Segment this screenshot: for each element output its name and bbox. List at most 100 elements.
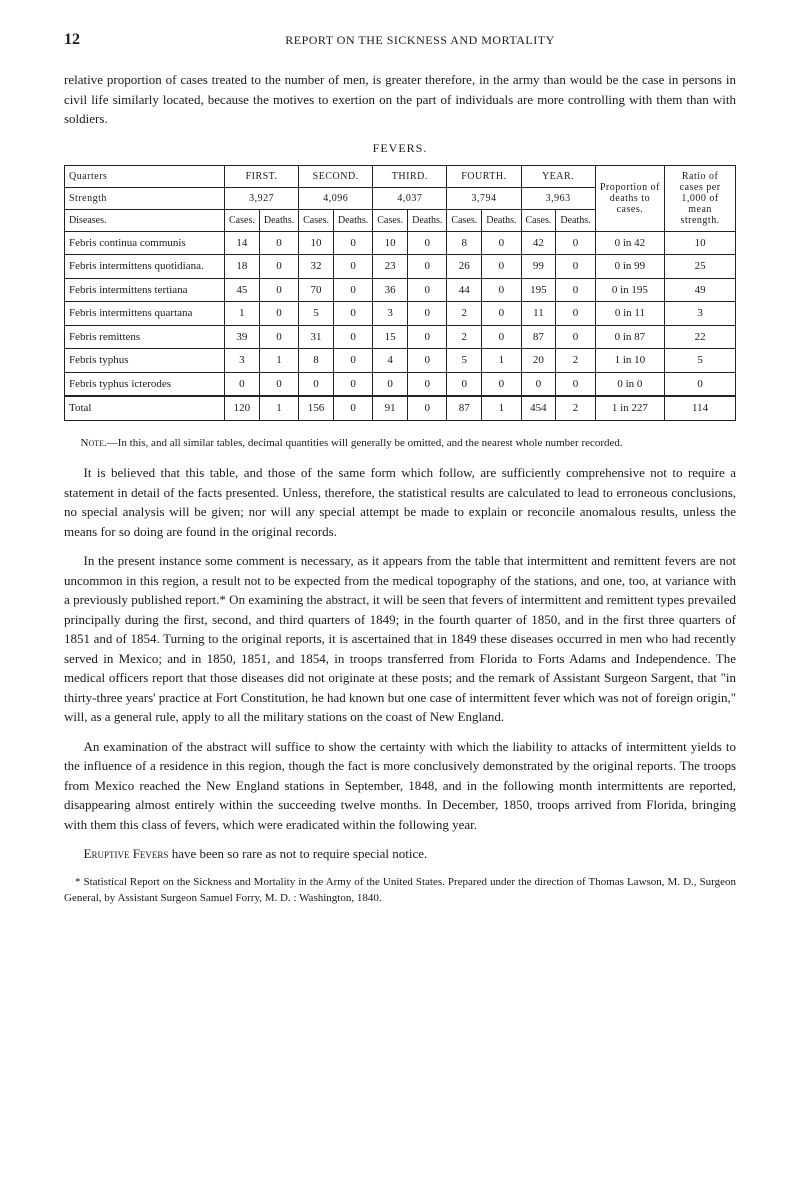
table-cell: 1	[259, 349, 298, 373]
table-row: Febris remittens390310150208700 in 8722	[65, 325, 736, 349]
strength-value: 4,037	[373, 187, 447, 209]
table-cell: 1	[225, 302, 260, 326]
table-cell: 0	[259, 231, 298, 255]
period-header: YEAR.	[521, 165, 595, 187]
table-cell: 0	[259, 372, 298, 396]
table-cell: 2	[447, 325, 482, 349]
proportion-cell: 0 in 11	[595, 302, 665, 326]
total-cell: 91	[373, 396, 408, 420]
table-cell: 39	[225, 325, 260, 349]
table-cell: 0	[482, 372, 521, 396]
ratio-cell: 10	[665, 231, 736, 255]
table-cell: 0	[482, 255, 521, 279]
table-cell: 0	[482, 325, 521, 349]
table-cell: 0	[333, 325, 372, 349]
table-cell: 0	[259, 255, 298, 279]
table-cell: 0	[259, 325, 298, 349]
sub-header: Cases.	[225, 209, 260, 231]
total-cell: 120	[225, 396, 260, 420]
ratio-cell: 5	[665, 349, 736, 373]
table-cell: 15	[373, 325, 408, 349]
period-header: THIRD.	[373, 165, 447, 187]
table-cell: 0	[556, 278, 595, 302]
table-cell: 0	[556, 255, 595, 279]
table-cell: 2	[447, 302, 482, 326]
table-row: Febris typhus318040512021 in 105	[65, 349, 736, 373]
table-cell: 36	[373, 278, 408, 302]
table-cell: 0	[333, 255, 372, 279]
total-cell: 2	[556, 396, 595, 420]
strength-value: 3,963	[521, 187, 595, 209]
table-cell: 0	[482, 231, 521, 255]
disease-name: Febris typhus icterodes	[65, 372, 225, 396]
ratio-cell: 22	[665, 325, 736, 349]
total-cell: 87	[447, 396, 482, 420]
proportion-cell: 0 in 0	[595, 372, 665, 396]
proportion-cell: 0 in 87	[595, 325, 665, 349]
sub-header: Cases.	[521, 209, 556, 231]
table-note: Note.—In this, and all similar tables, d…	[64, 435, 736, 452]
table-cell: 0	[482, 278, 521, 302]
page-header: 12 REPORT ON THE SICKNESS AND MORTALITY	[64, 28, 736, 52]
body-paragraph: An examination of the abstract will suff…	[64, 737, 736, 835]
ratio-cell: 0	[665, 372, 736, 396]
proportion-header: Proportion of deaths to cases.	[595, 165, 665, 231]
ratio-header: Ratio of cases per 1,000 of mean strengt…	[665, 165, 736, 231]
table-cell: 10	[299, 231, 334, 255]
total-cell: 1	[259, 396, 298, 420]
table-cell: 0	[556, 325, 595, 349]
disease-name: Febris intermittens quotidiana.	[65, 255, 225, 279]
body-paragraph: In the present instance some comment is …	[64, 551, 736, 727]
table-title: FEVERS.	[64, 139, 736, 157]
table-cell: 0	[373, 372, 408, 396]
table-cell: 31	[299, 325, 334, 349]
total-cell: 156	[299, 396, 334, 420]
disease-name: Febris intermittens quartana	[65, 302, 225, 326]
table-cell: 32	[299, 255, 334, 279]
table-cell: 45	[225, 278, 260, 302]
eruptive-paragraph: Eruptive Fevers have been so rare as not…	[64, 844, 736, 864]
table-cell: 0	[447, 372, 482, 396]
table-cell: 0	[333, 278, 372, 302]
table-cell: 195	[521, 278, 556, 302]
fevers-table: Quarters FIRST. SECOND. THIRD. FOURTH. Y…	[64, 165, 736, 421]
ratio-cell: 3	[665, 302, 736, 326]
strength-value: 3,794	[447, 187, 521, 209]
sub-header: Cases.	[299, 209, 334, 231]
sub-header: Cases.	[373, 209, 408, 231]
table-cell: 44	[447, 278, 482, 302]
table-cell: 70	[299, 278, 334, 302]
table-cell: 18	[225, 255, 260, 279]
table-cell: 0	[556, 302, 595, 326]
ratio-cell: 25	[665, 255, 736, 279]
table-cell: 0	[482, 302, 521, 326]
table-cell: 0	[556, 372, 595, 396]
sub-header: Cases.	[447, 209, 482, 231]
table-cell: 0	[408, 255, 447, 279]
sub-header: Deaths.	[482, 209, 521, 231]
table-cell: 23	[373, 255, 408, 279]
table-cell: 11	[521, 302, 556, 326]
table-cell: 0	[408, 231, 447, 255]
table-cell: 3	[225, 349, 260, 373]
proportion-cell: 1 in 10	[595, 349, 665, 373]
period-header: FIRST.	[225, 165, 299, 187]
diseases-label: Diseases.	[65, 209, 225, 231]
total-cell: 454	[521, 396, 556, 420]
quarters-label: Quarters	[65, 165, 225, 187]
total-label: Total	[65, 396, 225, 420]
disease-name: Febris remittens	[65, 325, 225, 349]
table-cell: 99	[521, 255, 556, 279]
sub-header: Deaths.	[259, 209, 298, 231]
footnote: * Statistical Report on the Sickness and…	[64, 874, 736, 907]
eruptive-rest: have been so rare as not to require spec…	[168, 846, 427, 861]
table-cell: 14	[225, 231, 260, 255]
total-ratio: 114	[665, 396, 736, 420]
note-caps: Note.	[81, 437, 107, 449]
table-cell: 0	[408, 372, 447, 396]
table-cell: 0	[408, 349, 447, 373]
table-row: Febris typhus icterodes00000000000 in 00	[65, 372, 736, 396]
table-row: Febris intermittens quartana105030201100…	[65, 302, 736, 326]
total-cell: 0	[333, 396, 372, 420]
table-cell: 0	[259, 278, 298, 302]
